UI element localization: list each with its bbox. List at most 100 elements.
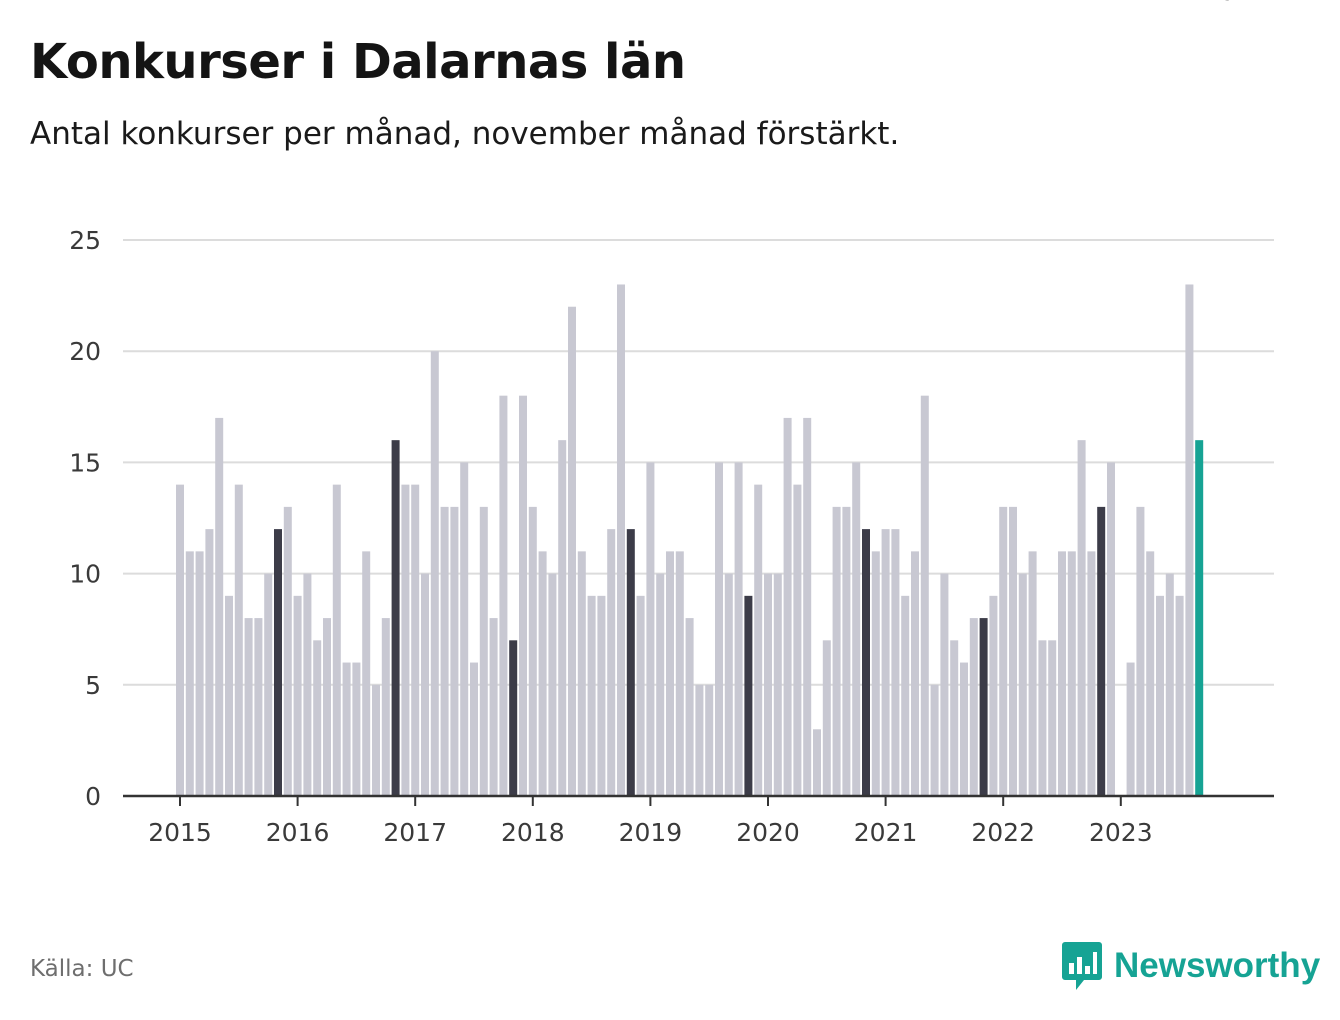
bar <box>695 684 704 796</box>
bar <box>460 462 469 796</box>
bar <box>1185 284 1194 796</box>
bar <box>185 551 194 796</box>
brand-logo[interactable]: Newsworthy <box>1062 942 1320 990</box>
x-tick-label: 2015 <box>148 818 212 847</box>
bar <box>793 484 802 796</box>
x-tick-label: 2018 <box>501 818 565 847</box>
bar <box>205 529 214 796</box>
bar <box>862 529 870 796</box>
bar <box>352 662 361 796</box>
bar <box>430 351 439 796</box>
bar <box>313 640 322 796</box>
bar <box>656 573 665 796</box>
y-tick-label: 0 <box>85 782 101 811</box>
bar <box>832 506 841 796</box>
bar <box>646 462 655 796</box>
x-tick-label: 2023 <box>1089 818 1153 847</box>
bar <box>519 395 527 796</box>
bar <box>1195 440 1204 796</box>
bar <box>1048 640 1057 796</box>
bar <box>499 395 508 796</box>
bar <box>568 306 576 796</box>
bar <box>969 618 978 796</box>
bar <box>381 618 390 796</box>
chart-subtitle: Antal konkurser per månad, november måna… <box>30 116 900 152</box>
bar <box>666 551 674 796</box>
data-label: 16 <box>1203 0 1235 6</box>
x-tick-label: 2016 <box>266 818 330 847</box>
y-tick-label: 15 <box>69 448 101 477</box>
bar <box>509 640 518 796</box>
bar <box>813 729 821 796</box>
bar <box>1165 573 1174 796</box>
bar <box>989 595 998 796</box>
bar <box>1018 573 1027 796</box>
x-tick-label: 2022 <box>971 818 1035 847</box>
bar <box>1175 595 1184 796</box>
bar <box>803 417 812 796</box>
bar <box>303 573 312 796</box>
newsworthy-logo-icon <box>1062 942 1102 990</box>
bar <box>1058 551 1066 796</box>
bar <box>1077 440 1086 796</box>
bar <box>675 551 684 796</box>
y-tick-label: 20 <box>69 337 101 366</box>
bar <box>1087 551 1096 796</box>
bar <box>1107 462 1115 796</box>
bar <box>195 551 204 796</box>
y-tick-label: 10 <box>69 560 101 589</box>
bar <box>391 440 400 796</box>
data-label-background <box>1200 0 1237 29</box>
bar <box>724 573 733 796</box>
bar <box>244 618 253 796</box>
bar <box>577 551 586 796</box>
bar <box>930 684 939 796</box>
bar <box>215 417 224 796</box>
x-tick-label: 2019 <box>619 818 683 847</box>
bar <box>234 484 243 796</box>
bar <box>617 284 625 796</box>
bar <box>421 573 429 796</box>
bar <box>1136 506 1145 796</box>
bar <box>607 529 616 796</box>
bar <box>705 684 714 796</box>
bars <box>176 284 1204 796</box>
bar <box>999 506 1008 796</box>
bar <box>548 573 557 796</box>
bar <box>470 662 478 796</box>
data-labels: 16 <box>1200 0 1237 29</box>
x-tick-label: 2020 <box>736 818 800 847</box>
bar <box>1156 595 1164 796</box>
bar <box>587 595 596 796</box>
bar <box>911 551 919 796</box>
y-tick-label: 25 <box>69 226 101 255</box>
chart-title: Konkurser i Dalarnas län <box>30 34 686 90</box>
bar <box>479 506 488 796</box>
bar <box>538 551 547 796</box>
bar <box>871 551 880 796</box>
bar <box>891 529 900 796</box>
bar <box>528 506 537 796</box>
bar <box>1126 662 1135 796</box>
bar <box>626 529 635 796</box>
bar <box>401 484 410 796</box>
y-axis-ticks: 0 5 10 15 20 25 <box>69 226 101 811</box>
bar <box>293 595 302 796</box>
bar <box>881 529 890 796</box>
y-tick-label: 5 <box>85 671 101 700</box>
bar <box>734 462 743 796</box>
bar <box>264 573 273 796</box>
bar <box>597 595 606 796</box>
bar <box>940 573 949 796</box>
bar <box>372 684 380 796</box>
bar <box>920 395 929 796</box>
bar <box>411 484 420 796</box>
bar <box>764 573 772 796</box>
bar <box>362 551 371 796</box>
bar <box>1097 506 1106 796</box>
bar <box>254 618 263 796</box>
x-tick-label: 2017 <box>383 818 447 847</box>
brand-name: Newsworthy <box>1114 946 1321 985</box>
bar <box>773 573 782 796</box>
bar <box>783 417 792 796</box>
